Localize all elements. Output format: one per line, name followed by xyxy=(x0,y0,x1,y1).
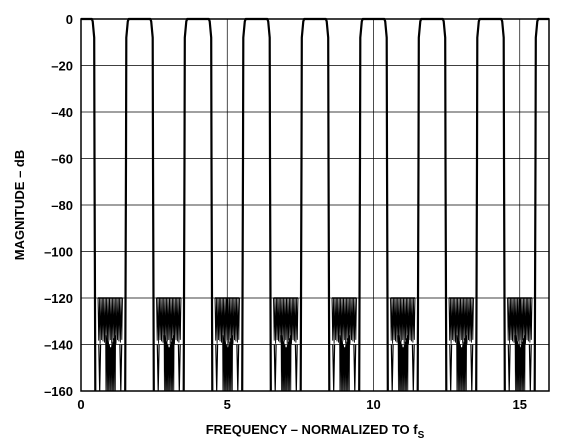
y-tick-label: –20 xyxy=(51,59,73,74)
stopband-edge-notch xyxy=(332,344,336,392)
stopband-edge-notch xyxy=(236,344,240,392)
stopband-ripple xyxy=(214,297,240,344)
stopband-edge-notch xyxy=(353,344,357,392)
x-tick-labels: 0 5 10 15 xyxy=(77,397,527,412)
stopband-ripple xyxy=(156,297,182,344)
stopband-notches xyxy=(514,335,526,392)
y-tick-label: –120 xyxy=(44,291,73,306)
stopband-edge-notch xyxy=(528,344,532,392)
y-tick-label: –80 xyxy=(51,198,73,213)
stopband-ripple xyxy=(507,297,533,344)
stopband-notches xyxy=(105,335,116,392)
stopband-ripple xyxy=(273,297,299,344)
x-tick-label: 0 xyxy=(77,397,84,412)
stopband-edge-notch xyxy=(215,344,219,392)
x-axis-label-main: FREQUENCY – NORMALIZED TO f xyxy=(206,422,419,437)
stopband-ripple xyxy=(390,297,416,344)
stopband-edge-notch xyxy=(411,344,415,392)
stopband-ripple xyxy=(331,297,357,344)
stopband-edge-notch xyxy=(156,344,160,392)
plot-frame xyxy=(80,18,550,392)
grid xyxy=(80,18,549,392)
stopband-edge-notch xyxy=(390,344,394,392)
x-axis-label: FREQUENCY – NORMALIZED TO fS xyxy=(206,422,425,441)
stopband-notches xyxy=(339,335,351,392)
stopband-edge-notch xyxy=(470,344,474,392)
stopband-edge-notch xyxy=(507,344,511,392)
y-tick-labels: 0 –20 –40 –60 –80 –100 –120 –140 –160 xyxy=(44,12,73,399)
y-tick-label: –100 xyxy=(44,245,73,260)
stopband-edge-notch xyxy=(449,344,453,392)
stopband-ripple xyxy=(448,297,474,344)
x-tick-label: 10 xyxy=(366,397,380,412)
x-tick-label: 5 xyxy=(224,397,231,412)
y-axis-label: MAGNITUDE – dB xyxy=(12,150,27,261)
y-tick-label: –40 xyxy=(51,105,73,120)
y-tick-label: –60 xyxy=(51,152,73,167)
stopband-edge-notch xyxy=(98,344,102,392)
x-axis-label-subscript: S xyxy=(418,430,425,441)
y-tick-label: 0 xyxy=(66,12,73,27)
y-tick-label: –160 xyxy=(44,384,73,399)
stopband-edge-notch xyxy=(294,344,298,392)
stopband-ripple xyxy=(97,297,123,344)
stopband-notches xyxy=(222,335,234,392)
stopband-edge-notch xyxy=(119,344,123,392)
stopband-edge-notch xyxy=(273,344,277,392)
stopband-notches xyxy=(397,335,409,392)
stopband-notches xyxy=(280,335,292,392)
x-tick-label: 15 xyxy=(513,397,527,412)
stopband-notches xyxy=(163,335,175,392)
stopband-edge-notch xyxy=(177,344,181,392)
y-tick-label: –140 xyxy=(44,338,73,353)
stopband-notches xyxy=(456,335,468,392)
